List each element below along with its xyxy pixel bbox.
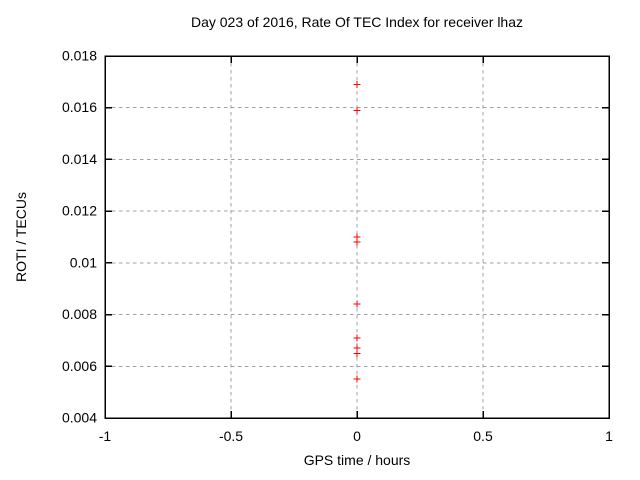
y-tick-label: 0.018 (62, 48, 97, 64)
x-tick-label: -0.5 (219, 428, 243, 444)
y-tick-label: 0.014 (62, 151, 97, 167)
y-tick-label: 0.016 (62, 99, 97, 115)
x-tick-label: 0 (353, 428, 361, 444)
x-axis-label: GPS time / hours (303, 452, 411, 468)
y-tick-label: 0.004 (62, 410, 97, 426)
y-tick-label: 0.012 (62, 203, 97, 219)
x-tick-label: 1 (605, 428, 613, 444)
y-tick-label: 0.006 (62, 358, 97, 374)
y-tick-label: 0.008 (62, 306, 97, 322)
x-tick-label: 0.5 (473, 428, 493, 444)
x-tick-label: -1 (99, 428, 112, 444)
chart-title: Day 023 of 2016, Rate Of TEC Index for r… (190, 14, 524, 30)
y-tick-label: 0.01 (70, 254, 97, 270)
